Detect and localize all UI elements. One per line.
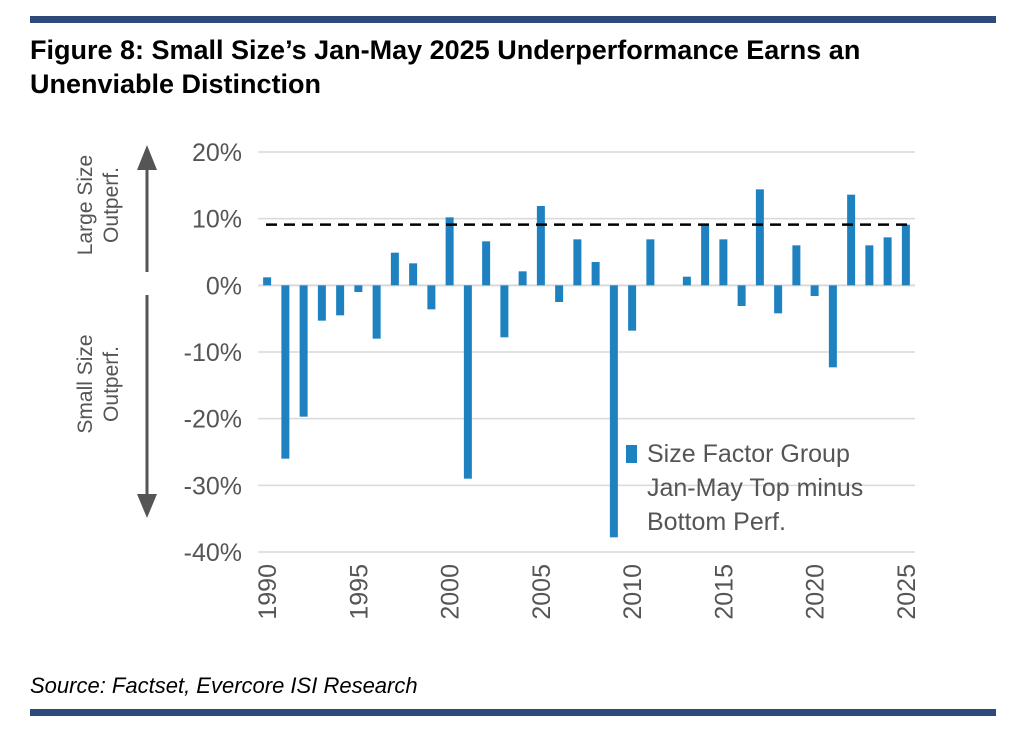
bar-2013: [682, 276, 691, 286]
bar-2003: [500, 285, 509, 338]
x-tick-label-2025: 2025: [893, 564, 921, 620]
bar-2009: [609, 285, 618, 538]
bar-1999: [427, 285, 436, 310]
bar-2017: [755, 189, 764, 286]
y-tick-label-0: 20%: [192, 139, 242, 167]
legend-swatch: [626, 445, 637, 463]
bar-1993: [317, 285, 326, 321]
small-size-label-line1: Small Size: [74, 334, 97, 433]
bottom-rule: [30, 709, 996, 716]
x-tick-label-1995: 1995: [345, 564, 373, 620]
bar-1990: [263, 277, 272, 286]
large-size-label-line2: Outperf.: [100, 167, 123, 243]
bar-2010: [628, 285, 637, 331]
up-arrow-head: [137, 145, 157, 170]
y-tick-label-1: 10%: [192, 206, 242, 234]
bar-1994: [336, 285, 345, 316]
figure-title: Figure 8: Small Size’s Jan-May 2025 Unde…: [30, 35, 861, 99]
down-arrow-head: [137, 494, 157, 518]
bar-1998: [409, 263, 418, 286]
bar-2016: [737, 285, 746, 306]
bar-2022: [847, 194, 856, 286]
x-tick-label-2005: 2005: [528, 564, 556, 620]
legend-label-line1: Size Factor Group: [647, 440, 850, 468]
y-tick-label-2: 0%: [206, 272, 242, 300]
legend: Size Factor Group Jan-May Top minus Bott…: [626, 440, 863, 536]
legend-label-line2: Jan-May Top minus: [647, 474, 863, 502]
bar-2023: [865, 245, 874, 286]
x-tick-label-2015: 2015: [710, 564, 738, 620]
gridlines: [258, 151, 915, 553]
small-size-label-line2: Outperf.: [100, 346, 123, 422]
bar-2011: [646, 239, 655, 286]
bar-2006: [555, 285, 564, 302]
bar-2019: [792, 245, 801, 286]
bar-1996: [372, 285, 381, 339]
y-tick-label-5: -30%: [184, 472, 242, 500]
x-tick-label-2010: 2010: [619, 564, 647, 620]
x-tick-label-2020: 2020: [802, 564, 830, 620]
bar-1991: [281, 285, 290, 459]
x-tick-label-1990: 1990: [254, 564, 282, 620]
y-tick-label-6: -40%: [184, 539, 242, 567]
bar-1992: [299, 285, 308, 417]
bar-2025: [901, 224, 910, 286]
large-size-label-line1: Large Size: [74, 155, 97, 255]
bar-2021: [828, 285, 837, 368]
bar-2007: [573, 239, 582, 286]
annotations: Large Size Outperf. Small Size Outperf.: [74, 155, 123, 434]
size-factor-chart: 20% 10% 0% -10% -20% -30% -40% 1990 1995 2000 200…: [74, 139, 921, 620]
x-tick-label-2000: 2000: [437, 564, 465, 620]
bar-2008: [591, 262, 600, 286]
legend-label-line3: Bottom Perf.: [647, 508, 786, 536]
y-axis-tick-labels: 20% 10% 0% -10% -20% -30% -40%: [184, 139, 242, 567]
bar-2015: [719, 239, 728, 286]
bar-2004: [518, 271, 527, 286]
source-note: Source: Factset, Evercore ISI Research: [30, 673, 418, 698]
direction-arrows: [137, 145, 157, 518]
bar-2000: [445, 217, 454, 286]
y-tick-label-4: -20%: [184, 406, 242, 434]
bar-2005: [536, 206, 545, 286]
bar-1997: [390, 252, 399, 286]
bar-2001: [463, 285, 472, 479]
x-axis-tick-labels: 1990 1995 2000 2005 2010 2015 2020 2025: [254, 564, 921, 620]
bar-2014: [701, 225, 710, 286]
bars: [263, 189, 910, 538]
bar-2002: [482, 241, 491, 286]
top-rule: [30, 16, 996, 23]
bar-2024: [883, 237, 892, 286]
bar-2020: [810, 285, 819, 296]
bar-1995: [354, 285, 363, 292]
bar-2018: [774, 285, 783, 314]
y-tick-label-3: -10%: [184, 339, 242, 367]
